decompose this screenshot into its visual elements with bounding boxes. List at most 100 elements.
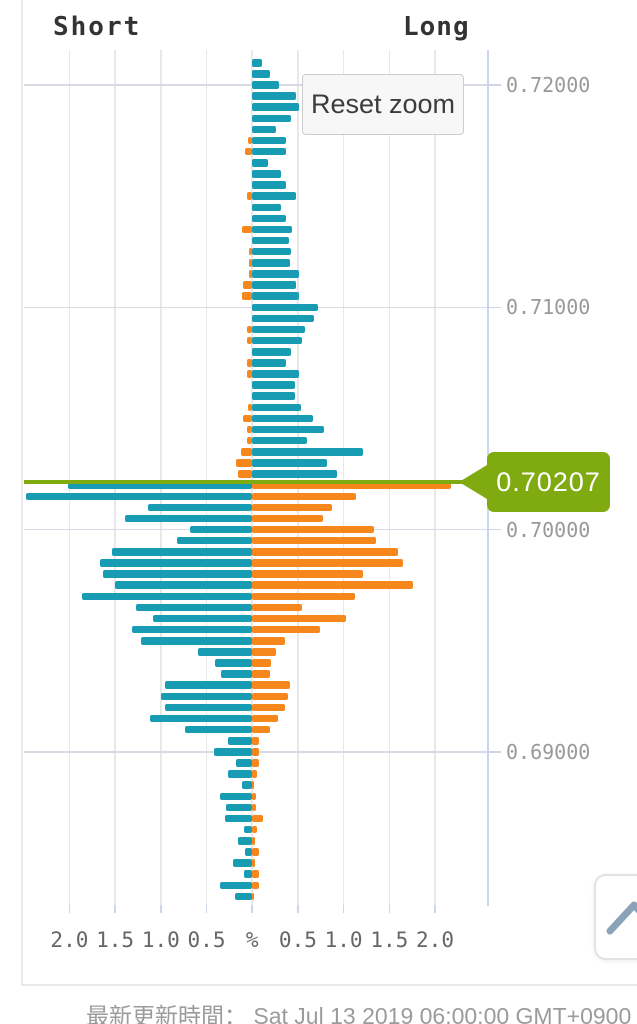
position-bar-long[interactable]: [252, 892, 254, 901]
position-bar-long[interactable]: [252, 648, 276, 656]
position-bar-short[interactable]: [235, 759, 253, 767]
position-bar-long[interactable]: [252, 603, 303, 612]
position-bar-long[interactable]: [252, 270, 299, 278]
position-bar-long[interactable]: [252, 303, 318, 312]
position-bar-long[interactable]: [252, 159, 268, 167]
position-bar-short[interactable]: [235, 459, 253, 467]
position-bar-short[interactable]: [149, 714, 253, 723]
position-bar-long[interactable]: [252, 381, 296, 389]
position-bar-long[interactable]: [252, 481, 451, 489]
position-bar-short[interactable]: [214, 659, 253, 667]
position-bar-short[interactable]: [247, 136, 253, 145]
position-bar-long[interactable]: [252, 336, 303, 345]
position-bar-short[interactable]: [112, 548, 253, 556]
position-bar-long[interactable]: [252, 214, 286, 223]
position-bar-long[interactable]: [252, 614, 347, 623]
position-bar-long[interactable]: [252, 59, 263, 67]
position-bar-short[interactable]: [115, 581, 253, 589]
position-bar-long[interactable]: [252, 637, 286, 645]
position-bar-short[interactable]: [82, 592, 253, 601]
position-bar-long[interactable]: [252, 703, 286, 712]
position-bar-short[interactable]: [228, 737, 253, 745]
position-bar-short[interactable]: [136, 603, 253, 612]
position-bar-long[interactable]: [252, 314, 315, 323]
position-bar-long[interactable]: [252, 792, 256, 801]
position-bar-long[interactable]: [252, 247, 292, 256]
position-bar-long[interactable]: [252, 370, 299, 378]
position-bar-short[interactable]: [247, 403, 253, 412]
position-bar-short[interactable]: [221, 670, 253, 678]
position-bar-short[interactable]: [238, 470, 253, 478]
position-bar-short[interactable]: [233, 859, 253, 867]
position-bar-long[interactable]: [252, 770, 257, 778]
position-bar-long[interactable]: [252, 414, 313, 423]
position-bar-long[interactable]: [252, 848, 259, 856]
position-bar-long[interactable]: [252, 114, 292, 123]
position-bar-short[interactable]: [148, 503, 253, 512]
position-bar-long[interactable]: [252, 503, 332, 512]
position-bar-long[interactable]: [252, 525, 374, 534]
position-bar-long[interactable]: [252, 147, 286, 156]
position-bar-long[interactable]: [252, 359, 286, 367]
position-bar-long[interactable]: [252, 570, 363, 578]
position-bar-long[interactable]: [252, 692, 288, 701]
position-bar-short[interactable]: [220, 792, 253, 801]
position-bar-long[interactable]: [252, 725, 270, 734]
position-bar-long[interactable]: [252, 814, 264, 823]
position-bar-long[interactable]: [252, 759, 260, 767]
position-bar-short[interactable]: [165, 681, 253, 689]
position-bar-short[interactable]: [249, 259, 253, 267]
position-bar-long[interactable]: [252, 592, 356, 601]
position-bar-short[interactable]: [177, 536, 253, 545]
position-bar-long[interactable]: [252, 259, 290, 267]
position-bar-long[interactable]: [252, 92, 297, 100]
position-bar-long[interactable]: [252, 625, 320, 634]
position-bar-short[interactable]: [220, 881, 253, 890]
position-bar-short[interactable]: [246, 325, 253, 334]
position-bar-short[interactable]: [234, 892, 253, 901]
position-bar-long[interactable]: [252, 881, 260, 890]
position-bar-short[interactable]: [228, 770, 253, 778]
position-bar-long[interactable]: [252, 714, 278, 723]
position-bar-long[interactable]: [252, 670, 270, 678]
position-bar-short[interactable]: [198, 648, 253, 656]
position-bar-long[interactable]: [252, 581, 414, 589]
position-bar-short[interactable]: [243, 414, 253, 423]
position-bar-long[interactable]: [252, 548, 399, 556]
position-bar-short[interactable]: [242, 292, 253, 300]
position-bar-short[interactable]: [190, 525, 253, 534]
position-bar-long[interactable]: [252, 125, 276, 134]
position-bar-short[interactable]: [165, 703, 253, 712]
position-bar-long[interactable]: [252, 492, 357, 500]
position-bar-short[interactable]: [246, 436, 253, 445]
position-bar-long[interactable]: [252, 659, 272, 667]
position-bar-long[interactable]: [252, 192, 297, 200]
position-bar-short[interactable]: [242, 225, 253, 234]
position-bar-short[interactable]: [249, 247, 253, 256]
position-bar-long[interactable]: [252, 325, 306, 334]
position-bar-long[interactable]: [252, 70, 270, 78]
position-bar-long[interactable]: [252, 781, 254, 789]
position-bar-short[interactable]: [241, 448, 253, 456]
position-bar-short[interactable]: [244, 848, 253, 856]
position-bar-long[interactable]: [252, 348, 291, 356]
position-bar-short[interactable]: [244, 147, 253, 156]
position-bar-short[interactable]: [131, 625, 253, 634]
position-bar-short[interactable]: [213, 748, 253, 756]
position-bar-long[interactable]: [252, 236, 289, 245]
position-bar-short[interactable]: [243, 825, 253, 834]
position-bar-short[interactable]: [237, 837, 253, 845]
position-bar-short[interactable]: [249, 270, 253, 278]
position-bar-short[interactable]: [25, 492, 253, 500]
position-bar-short[interactable]: [140, 637, 253, 645]
position-bar-long[interactable]: [252, 136, 286, 145]
position-bar-long[interactable]: [252, 81, 279, 89]
position-bar-short[interactable]: [246, 359, 253, 367]
position-bar-long[interactable]: [252, 748, 259, 756]
position-bar-long[interactable]: [252, 803, 256, 812]
position-bar-short[interactable]: [125, 514, 253, 523]
position-bar-long[interactable]: [252, 448, 363, 456]
position-bar-short[interactable]: [246, 425, 253, 434]
position-bar-long[interactable]: [252, 181, 286, 189]
position-bar-short[interactable]: [184, 725, 253, 734]
